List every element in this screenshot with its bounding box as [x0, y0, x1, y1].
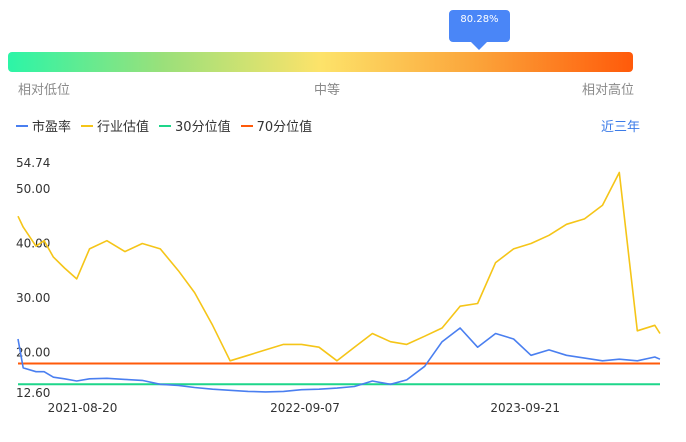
- legend-swatch-industry: [81, 124, 94, 127]
- x-tick-label: 2023-09-21: [490, 401, 560, 415]
- time-range-selector[interactable]: 近三年: [600, 120, 640, 135]
- y-tick-label: 12.60: [16, 386, 50, 400]
- legend-swatch-p30: [159, 124, 172, 127]
- legend-item-pe[interactable]: 市盈率: [16, 116, 71, 135]
- gauge-mid-label: 中等: [314, 83, 341, 98]
- x-tick-label: 2021-08-20: [48, 401, 118, 415]
- legend-swatch-p70: [240, 124, 253, 127]
- percentile-tooltip-arrow: [471, 42, 487, 50]
- legend-label-industry: 行业估值: [97, 120, 150, 135]
- percentile-tooltip: 80.28%: [449, 10, 510, 42]
- legend-label-p30: 30分位值: [175, 120, 231, 135]
- series-line-industry: [17, 171, 661, 362]
- gauge-low-label: 相对低位: [18, 83, 71, 98]
- gauge-high-label: 相对高位: [582, 83, 635, 98]
- chart-legend: 市盈率 行业估值 30分位值 70分位值: [16, 116, 322, 135]
- y-tick-label: 40.00: [16, 236, 50, 250]
- percentile-value: 80.28%: [460, 14, 499, 25]
- valuation-gauge-bar: [8, 52, 633, 72]
- legend-label-p70: 70分位值: [256, 120, 313, 135]
- series-line-pe: [17, 327, 661, 393]
- legend-label-pe: 市盈率: [32, 120, 72, 135]
- legend-item-industry[interactable]: 行业估值: [81, 116, 149, 135]
- valuation-line-chart: 54.74 50.00 40.00 30.00 20.00 12.602021-08-20…: [16, 156, 661, 415]
- y-tick-label: 20.00: [16, 346, 50, 360]
- y-tick-label: 54.74: [16, 156, 50, 170]
- legend-swatch-pe: [16, 124, 28, 127]
- legend-item-p70[interactable]: 70分位值: [240, 116, 313, 135]
- y-tick-label: 30.00: [16, 291, 50, 305]
- y-tick-label: 50.00: [16, 182, 50, 196]
- legend-item-p30[interactable]: 30分位值: [159, 116, 231, 135]
- x-tick-label: 2022-09-07: [270, 401, 340, 415]
